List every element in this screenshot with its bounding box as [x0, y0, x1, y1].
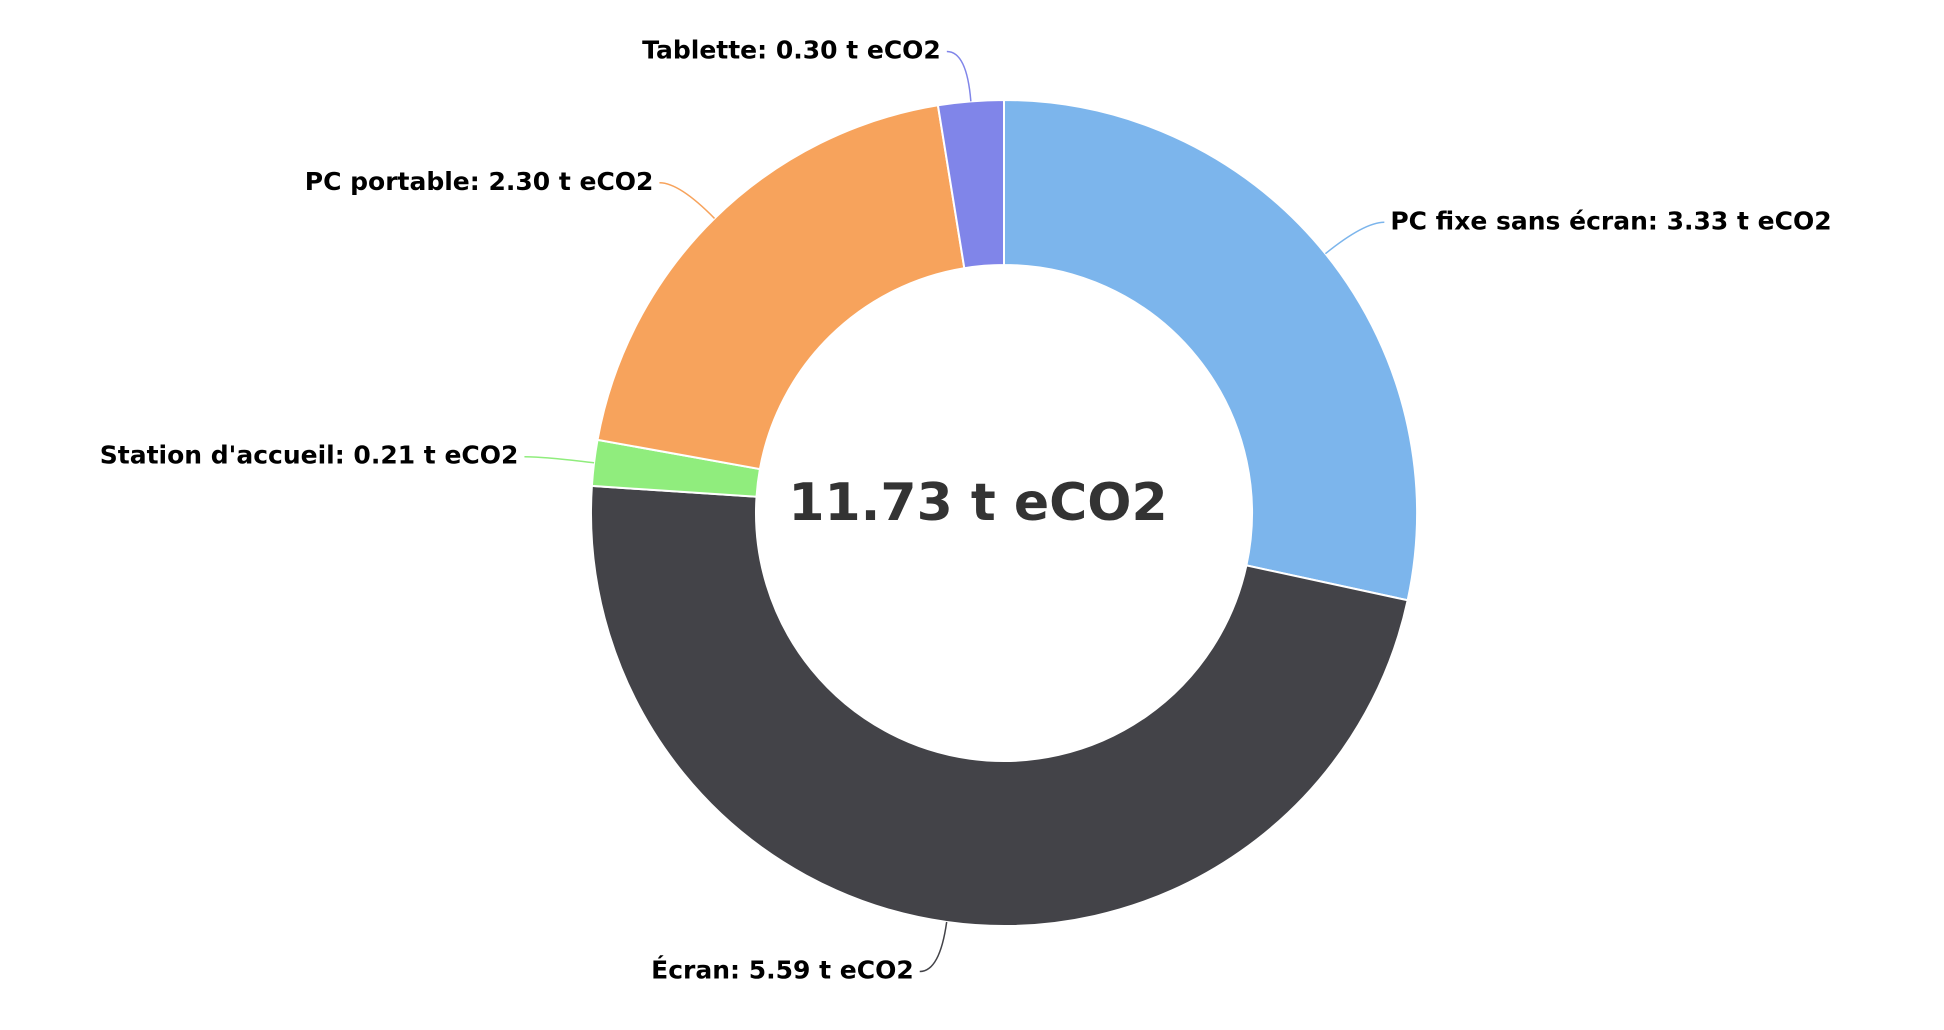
- data-label: PC fixe sans écran: 3.33 t eCO2: [1390, 206, 1831, 235]
- connector: [919, 921, 948, 973]
- data-label: Écran: 5.59 t eCO2: [651, 956, 914, 985]
- connector: [946, 50, 972, 102]
- donut-slice: [596, 104, 966, 471]
- center-label: 11.73 t eCO2: [788, 473, 1167, 533]
- connector: [659, 182, 716, 219]
- donut-slice: [1003, 98, 1418, 602]
- data-label: Station d'accueil: 0.21 t eCO2: [100, 441, 519, 470]
- data-label: PC portable: 2.30 t eCO2: [305, 167, 654, 196]
- donut-slice: [590, 484, 1409, 927]
- donut-slice: [936, 98, 1005, 270]
- data-label: Tablette: 0.30 t eCO2: [642, 35, 941, 64]
- connector: [1324, 221, 1385, 255]
- connector: [524, 455, 595, 464]
